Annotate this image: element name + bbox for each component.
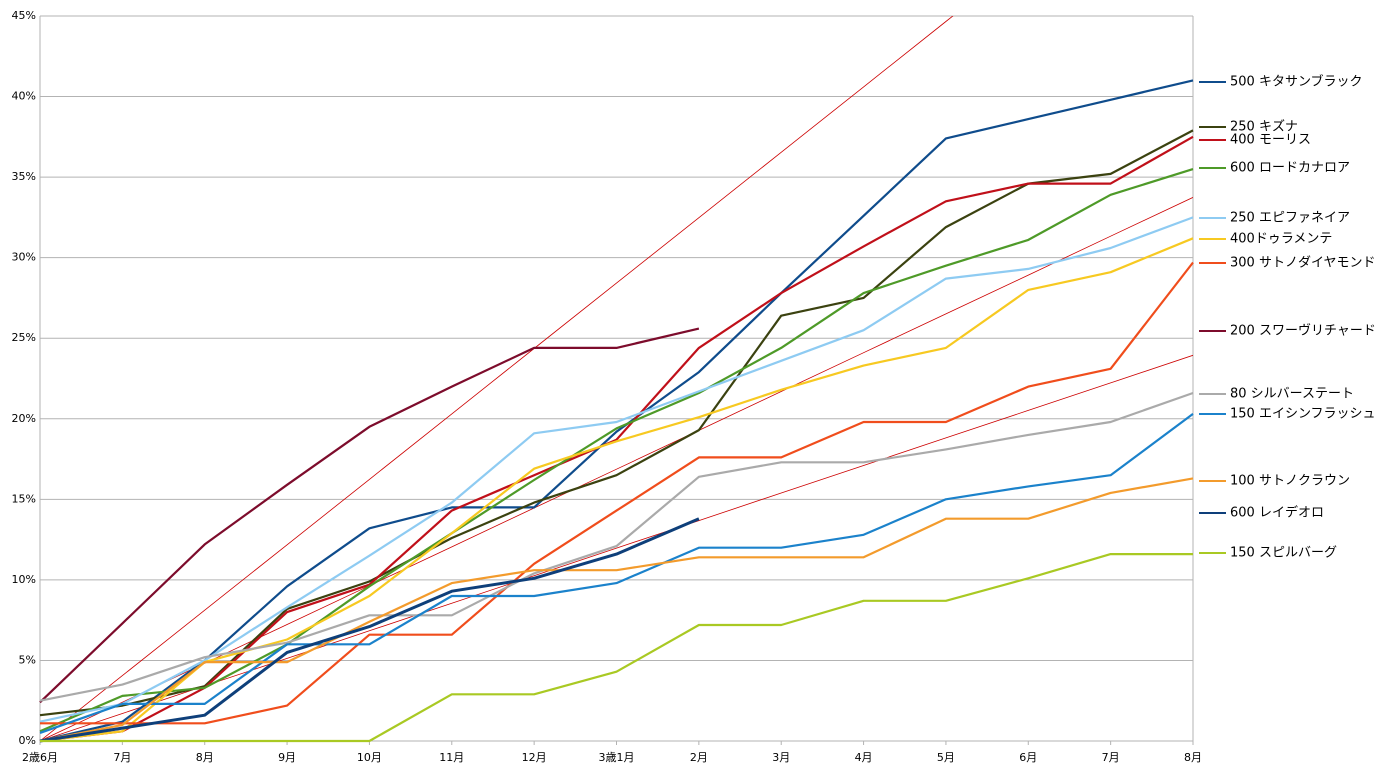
series-line bbox=[39, 413, 1194, 734]
x-tick-label: 9月 bbox=[278, 751, 296, 764]
series-lines bbox=[39, 79, 1194, 743]
labels: 0% 5% 10% 15% 20% 25% 30% 35% 40% 45% 2歳6月 7月 8月 9月 10… bbox=[12, 9, 1376, 764]
reference-line bbox=[40, 354, 1193, 741]
y-tick-label: 35% bbox=[12, 170, 36, 183]
y-tick-label: 5% bbox=[19, 653, 36, 666]
x-tick-label: 12月 bbox=[522, 751, 547, 764]
legend-label: 80 シルバーステート bbox=[1230, 387, 1354, 402]
legend-label: 150 エイシンフラッシュ bbox=[1230, 407, 1376, 422]
y-tick-label: 30% bbox=[12, 251, 36, 264]
legend-label: 100 サトノクラウン bbox=[1230, 474, 1350, 489]
legend-label: 600 レイデオロ bbox=[1230, 505, 1324, 521]
reference-line bbox=[40, 16, 954, 741]
series-line bbox=[39, 135, 1194, 743]
y-tick-label: 10% bbox=[12, 573, 36, 586]
series-line bbox=[39, 216, 1194, 723]
reference-lines bbox=[40, 16, 1193, 741]
x-tick-label: 8月 bbox=[1184, 751, 1202, 764]
legend-label: 200 スワーヴリチャード bbox=[1230, 323, 1376, 339]
y-tick-label: 0% bbox=[19, 734, 36, 747]
series-line bbox=[39, 517, 700, 743]
x-tick-label: 8月 bbox=[196, 751, 214, 764]
legend-label: 600 ロードカナロア bbox=[1230, 161, 1350, 176]
legend-label: 400ドゥラメンテ bbox=[1230, 232, 1332, 247]
series-line bbox=[39, 391, 1194, 702]
y-tick-label: 25% bbox=[12, 331, 36, 344]
y-tick-label: 20% bbox=[12, 412, 36, 425]
x-tick-label: 3月 bbox=[772, 751, 790, 764]
legend-label: 400 モーリス bbox=[1230, 133, 1311, 148]
x-tick-label: 10月 bbox=[357, 751, 382, 764]
grid bbox=[39, 15, 1194, 745]
series-line bbox=[40, 261, 1194, 725]
x-tick-label: 7月 bbox=[1102, 751, 1120, 764]
y-tick-label: 15% bbox=[12, 492, 36, 505]
series-line bbox=[39, 477, 1194, 743]
x-tick-label: 3歳1月 bbox=[599, 751, 635, 764]
legend-label: 300 サトノダイヤモンド bbox=[1230, 256, 1376, 271]
series-line bbox=[40, 553, 1193, 743]
legend-label: 250 キズナ bbox=[1230, 119, 1298, 135]
x-tick-label: 7月 bbox=[113, 751, 131, 764]
legend-label: 150 スピルバーグ bbox=[1230, 546, 1337, 561]
legend-label: 500 キタサンブラック bbox=[1230, 74, 1363, 90]
reference-line bbox=[40, 197, 1193, 741]
series-line bbox=[39, 129, 1194, 717]
series-line bbox=[39, 327, 700, 704]
x-tick-label: 2月 bbox=[690, 751, 708, 764]
legend-label: 250 エピファネイア bbox=[1230, 211, 1350, 226]
series-line bbox=[39, 237, 1194, 743]
x-tick-label: 2歳6月 bbox=[22, 751, 58, 764]
y-tick-label: 40% bbox=[12, 90, 36, 103]
series-line bbox=[39, 168, 1194, 733]
y-tick-label: 45% bbox=[12, 9, 36, 22]
x-tick-label: 6月 bbox=[1019, 751, 1037, 764]
x-tick-label: 11月 bbox=[439, 751, 464, 764]
series-line bbox=[39, 79, 1194, 743]
x-tick-label: 5月 bbox=[937, 751, 955, 764]
x-tick-label: 4月 bbox=[855, 751, 873, 764]
